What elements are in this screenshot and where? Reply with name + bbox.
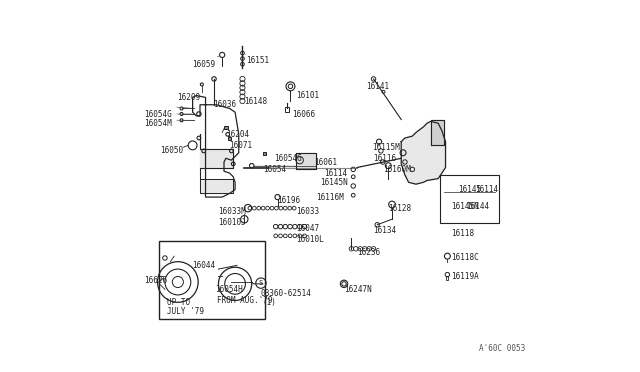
Polygon shape xyxy=(431,119,444,145)
Text: 16204: 16204 xyxy=(226,130,249,139)
Text: 16054M: 16054M xyxy=(145,119,172,128)
Text: 16145N: 16145N xyxy=(451,202,479,211)
Text: 16054H: 16054H xyxy=(215,285,243,294)
Text: 16054G: 16054G xyxy=(274,154,301,163)
Text: UP TO: UP TO xyxy=(167,298,190,307)
Text: JULY '79: JULY '79 xyxy=(167,307,204,316)
Text: 16134: 16134 xyxy=(374,226,397,235)
Polygon shape xyxy=(200,134,233,167)
Text: 16033: 16033 xyxy=(296,207,319,217)
Bar xyxy=(228,137,232,140)
Text: 16071: 16071 xyxy=(230,141,253,150)
Text: 16151: 16151 xyxy=(246,56,269,65)
Text: 16141: 16141 xyxy=(366,82,389,91)
Text: 16119A: 16119A xyxy=(451,272,479,281)
Bar xyxy=(224,126,228,129)
Text: 16044: 16044 xyxy=(191,261,215,270)
Text: S: S xyxy=(259,280,263,286)
Text: 16010L: 16010L xyxy=(296,235,324,244)
Text: 16036: 16036 xyxy=(213,100,236,109)
Text: 16010J: 16010J xyxy=(218,218,246,227)
Text: 16145: 16145 xyxy=(458,185,481,194)
Text: 16054G: 16054G xyxy=(145,109,172,119)
Bar xyxy=(159,241,264,319)
Bar xyxy=(446,276,449,280)
Polygon shape xyxy=(401,121,445,184)
Polygon shape xyxy=(200,167,233,193)
Text: 16050: 16050 xyxy=(160,147,184,155)
Bar xyxy=(440,175,499,223)
Text: 16247N: 16247N xyxy=(344,285,372,294)
Text: 16626: 16626 xyxy=(143,276,167,285)
Text: 16128: 16128 xyxy=(388,203,412,213)
Text: 16047: 16047 xyxy=(296,224,319,233)
Text: 16054: 16054 xyxy=(263,165,286,174)
Polygon shape xyxy=(296,153,316,169)
Text: 16118C: 16118C xyxy=(451,253,479,263)
Text: A'60C 0053: A'60C 0053 xyxy=(479,344,525,353)
Text: 16059: 16059 xyxy=(191,60,215,69)
Text: 16209: 16209 xyxy=(177,93,200,102)
Bar xyxy=(263,152,266,155)
Text: 16160M: 16160M xyxy=(383,165,410,174)
Text: 16144: 16144 xyxy=(466,202,489,211)
Text: 16114: 16114 xyxy=(324,169,348,177)
Text: 16061: 16061 xyxy=(314,157,337,167)
Text: 16116: 16116 xyxy=(374,154,397,163)
Text: 16236: 16236 xyxy=(357,248,380,257)
Text: 16148: 16148 xyxy=(244,97,268,106)
Text: 16114: 16114 xyxy=(475,185,498,194)
Text: 16145N: 16145N xyxy=(320,178,348,187)
Text: 16101: 16101 xyxy=(296,91,319,100)
Text: FROM AUG.'79: FROM AUG.'79 xyxy=(216,296,272,305)
Text: (1): (1) xyxy=(263,298,276,307)
Text: 0B360-62514: 0B360-62514 xyxy=(261,289,312,298)
Bar xyxy=(285,107,289,112)
Text: 16115M: 16115M xyxy=(372,143,399,152)
Text: 16116M: 16116M xyxy=(316,193,344,202)
Text: 16066: 16066 xyxy=(292,109,316,119)
Text: 16196: 16196 xyxy=(278,196,301,205)
Text: 16118: 16118 xyxy=(451,230,474,238)
Text: 16033M: 16033M xyxy=(218,207,246,217)
